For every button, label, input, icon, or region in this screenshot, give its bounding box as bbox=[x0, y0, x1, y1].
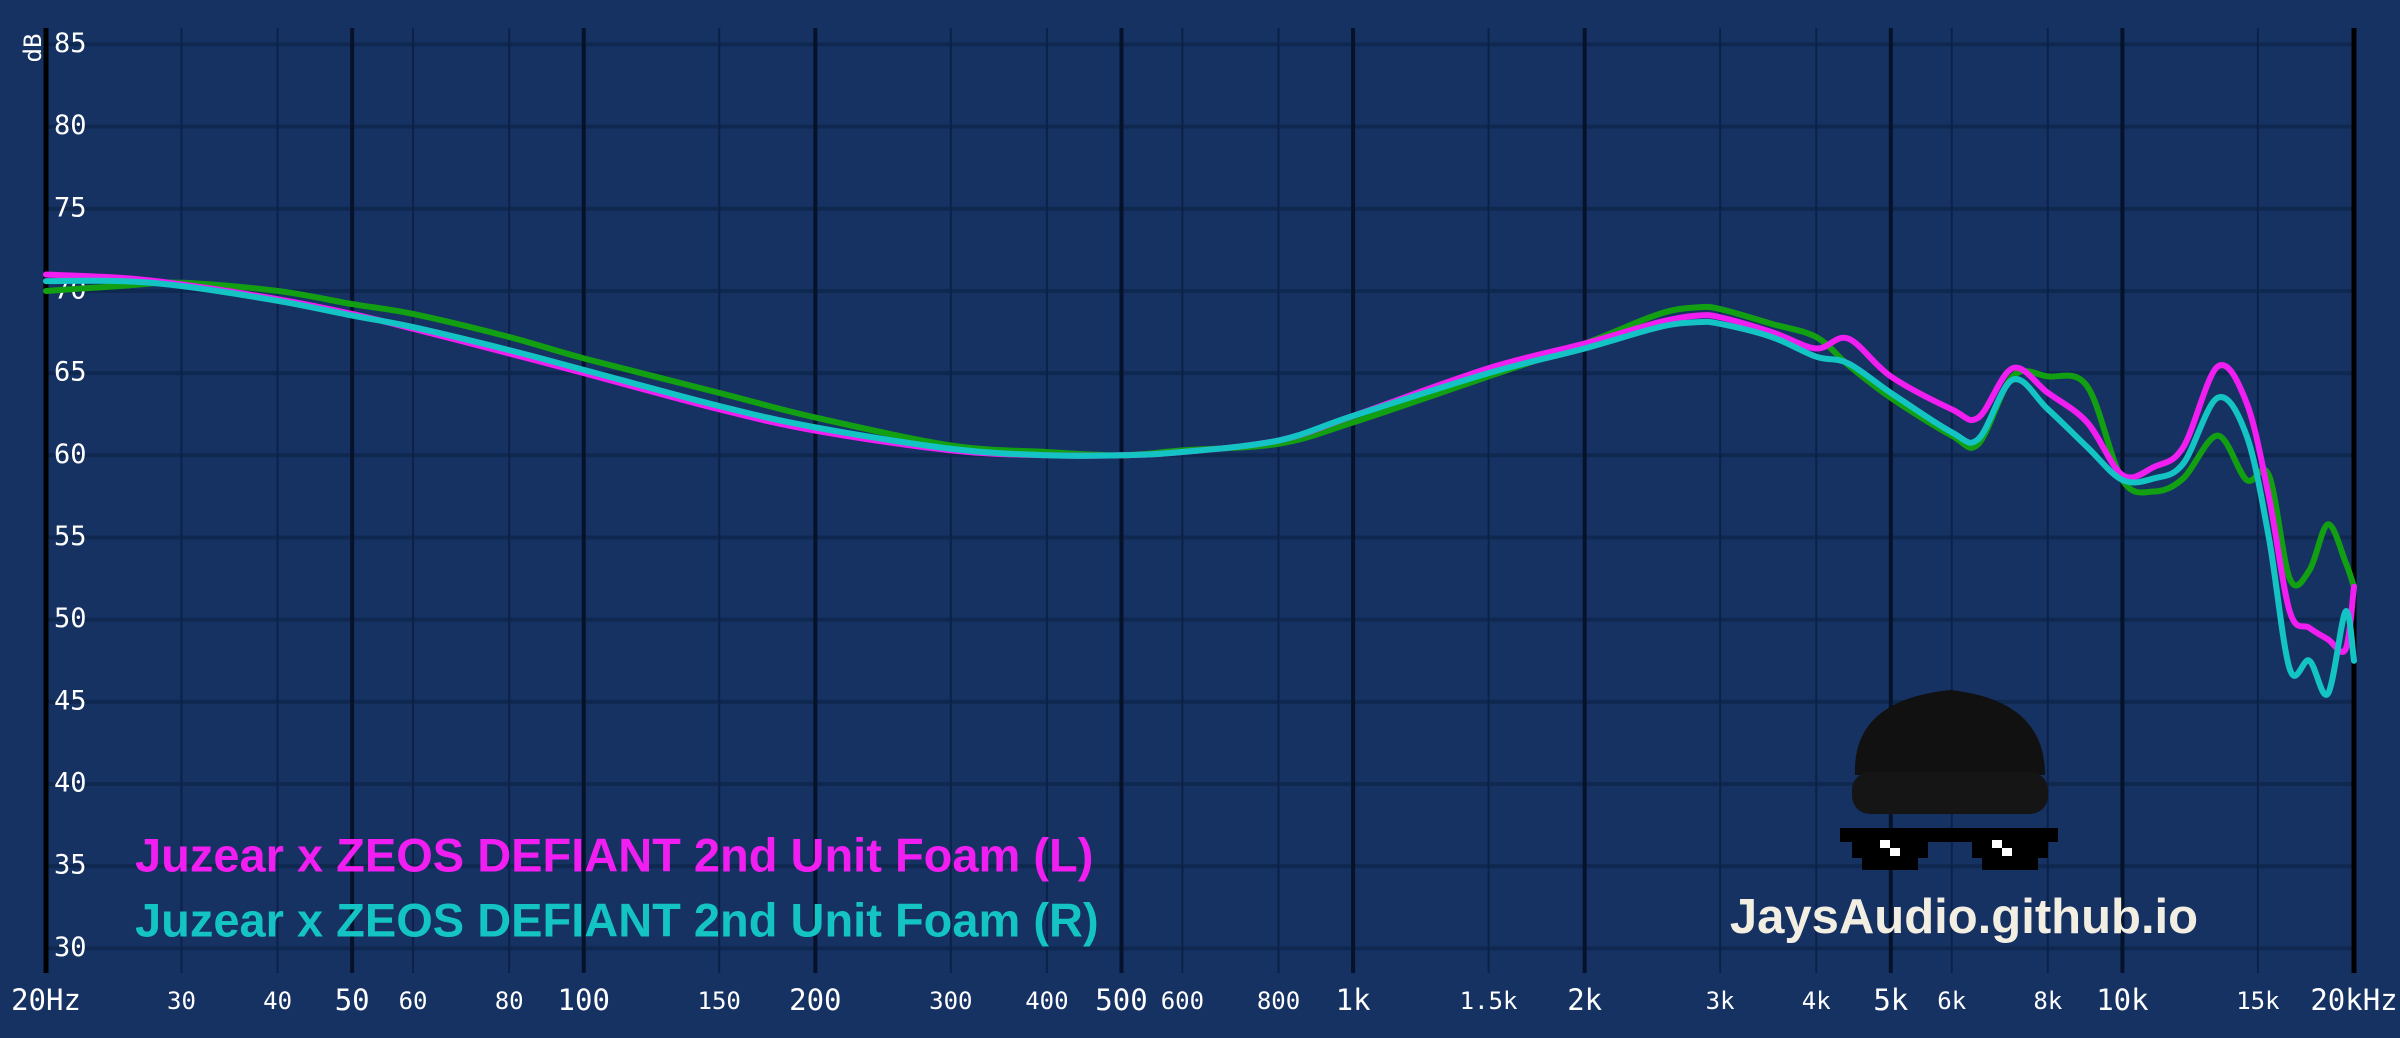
x-tick-label: 15k bbox=[2236, 987, 2280, 1015]
y-tick-label: 45 bbox=[54, 685, 87, 716]
x-tick-label: 4k bbox=[1802, 987, 1831, 1015]
x-tick-label: 6k bbox=[1937, 987, 1966, 1015]
x-tick-label: 10k bbox=[2096, 983, 2149, 1017]
x-tick-label: 60 bbox=[399, 987, 428, 1015]
y-tick-label: 80 bbox=[54, 110, 87, 141]
legend-entry: Juzear x ZEOS DEFIANT 2nd Unit Foam (R) bbox=[135, 893, 1099, 946]
watermark-icon bbox=[1840, 690, 2058, 870]
legend-entry: Juzear x ZEOS DEFIANT 2nd Unit Foam (L) bbox=[135, 828, 1093, 881]
x-tick-label: 3k bbox=[1706, 987, 1735, 1015]
y-tick-label: 60 bbox=[54, 439, 87, 470]
x-tick-label: 400 bbox=[1025, 987, 1068, 1015]
watermark-text: JaysAudio.github.io bbox=[1730, 890, 2198, 944]
x-tick-label: 20Hz bbox=[11, 983, 81, 1017]
y-tick-label: 50 bbox=[54, 603, 87, 634]
x-tick-label: 80 bbox=[495, 987, 524, 1015]
x-tick-label: 1.5k bbox=[1460, 987, 1518, 1015]
y-tick-label: 85 bbox=[54, 28, 87, 59]
y-tick-label: 40 bbox=[54, 768, 87, 799]
x-tick-label: 500 bbox=[1095, 983, 1147, 1017]
x-tick-label: 30 bbox=[167, 987, 196, 1015]
x-tick-label: 50 bbox=[335, 983, 370, 1017]
x-tick-label: 40 bbox=[263, 987, 292, 1015]
x-tick-label: 100 bbox=[558, 983, 610, 1017]
y-axis-label: dB bbox=[19, 34, 47, 63]
y-tick-label: 35 bbox=[54, 850, 87, 881]
x-tick-label: 2k bbox=[1567, 983, 1602, 1017]
x-tick-label: 1k bbox=[1336, 983, 1371, 1017]
y-tick-label: 30 bbox=[54, 932, 87, 963]
series-line bbox=[43, 277, 2357, 698]
x-tick-label: 150 bbox=[698, 987, 741, 1015]
series-line bbox=[43, 271, 2357, 655]
y-tick-label: 55 bbox=[54, 521, 87, 552]
x-tick-label: 800 bbox=[1257, 987, 1300, 1015]
y-tick-label: 65 bbox=[54, 357, 87, 388]
x-tick-label: 20kHz bbox=[2310, 983, 2397, 1017]
y-tick-label: 75 bbox=[54, 192, 87, 223]
x-tick-label: 200 bbox=[789, 983, 841, 1017]
x-tick-label: 5k bbox=[1873, 983, 1908, 1017]
x-tick-label: 8k bbox=[2033, 987, 2062, 1015]
x-tick-label: 600 bbox=[1161, 987, 1204, 1015]
x-tick-label: 300 bbox=[929, 987, 972, 1015]
lines bbox=[43, 271, 2357, 698]
series-line bbox=[43, 279, 2357, 590]
